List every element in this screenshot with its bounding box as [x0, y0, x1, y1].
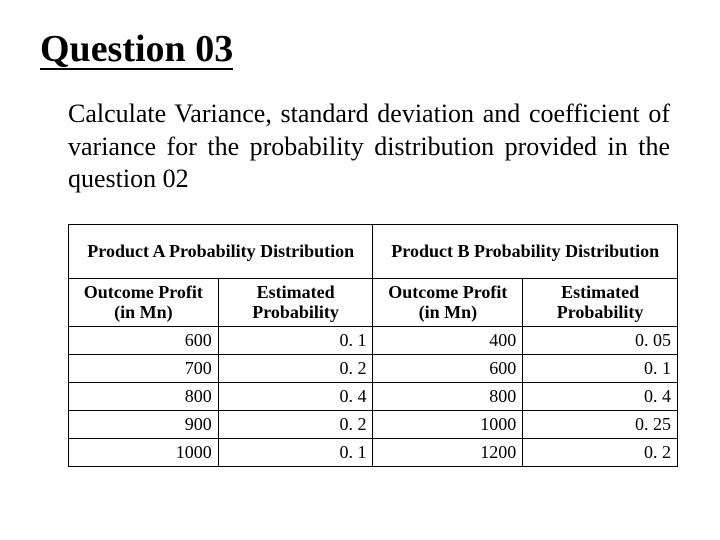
table-section-row: Product A Probability Distribution Produ…	[69, 224, 678, 278]
slide-title: Question 03	[40, 30, 233, 70]
probability-table: Product A Probability Distribution Produ…	[68, 224, 678, 467]
table-row: 600 0. 1 400 0. 05	[69, 326, 678, 354]
col-outcome-a: Outcome Profit (in Mn)	[69, 278, 219, 326]
col-prob-a: Estimated Probability	[218, 278, 373, 326]
table-row: 800 0. 4 800 0. 4	[69, 382, 678, 410]
cell: 700	[69, 354, 219, 382]
cell: 1200	[373, 438, 523, 466]
cell: 1000	[373, 410, 523, 438]
cell: 0. 1	[218, 326, 373, 354]
cell: 0. 2	[218, 410, 373, 438]
cell: 400	[373, 326, 523, 354]
cell: 0. 1	[218, 438, 373, 466]
cell: 900	[69, 410, 219, 438]
cell: 800	[69, 382, 219, 410]
table-column-row: Outcome Profit (in Mn) Estimated Probabi…	[69, 278, 678, 326]
cell: 0. 05	[523, 326, 678, 354]
cell: 800	[373, 382, 523, 410]
product-b-header: Product B Probability Distribution	[373, 224, 678, 278]
table-row: 900 0. 2 1000 0. 25	[69, 410, 678, 438]
cell: 0. 25	[523, 410, 678, 438]
product-a-header: Product A Probability Distribution	[69, 224, 373, 278]
cell: 0. 1	[523, 354, 678, 382]
cell: 0. 4	[218, 382, 373, 410]
cell: 600	[373, 354, 523, 382]
cell: 0. 2	[523, 438, 678, 466]
col-prob-b: Estimated Probability	[523, 278, 678, 326]
cell: 0. 4	[523, 382, 678, 410]
col-outcome-b: Outcome Profit (in Mn)	[373, 278, 523, 326]
table-row: 1000 0. 1 1200 0. 2	[69, 438, 678, 466]
cell: 1000	[69, 438, 219, 466]
question-body: Calculate Variance, standard deviation a…	[68, 98, 670, 196]
cell: 600	[69, 326, 219, 354]
table-row: 700 0. 2 600 0. 1	[69, 354, 678, 382]
cell: 0. 2	[218, 354, 373, 382]
